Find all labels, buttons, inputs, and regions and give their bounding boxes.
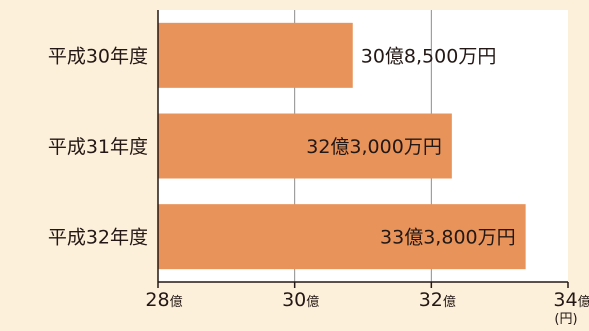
bar-2 (158, 113, 452, 179)
bar-3 (158, 204, 526, 270)
category-label-3: 平成32年度 (48, 227, 148, 249)
category-label-1: 平成30年度 (48, 45, 148, 67)
x-tick-label-30: 30億 (282, 289, 319, 311)
x-tick-label-32: 32億 (419, 289, 456, 311)
x-unit-label: (円) (554, 312, 577, 327)
category-label-2: 平成31年度 (48, 136, 148, 158)
data-label-2: 32億3,000万円 (306, 136, 442, 158)
data-label-3: 33億3,800万円 (380, 227, 516, 249)
x-tick-label-28: 28億 (145, 289, 182, 311)
x-tick-label-34: 34億 (553, 289, 589, 311)
bars (158, 22, 526, 270)
axes (157, 10, 569, 288)
bar-1 (158, 22, 353, 88)
data-label-1: 30億8,500万円 (361, 45, 497, 67)
